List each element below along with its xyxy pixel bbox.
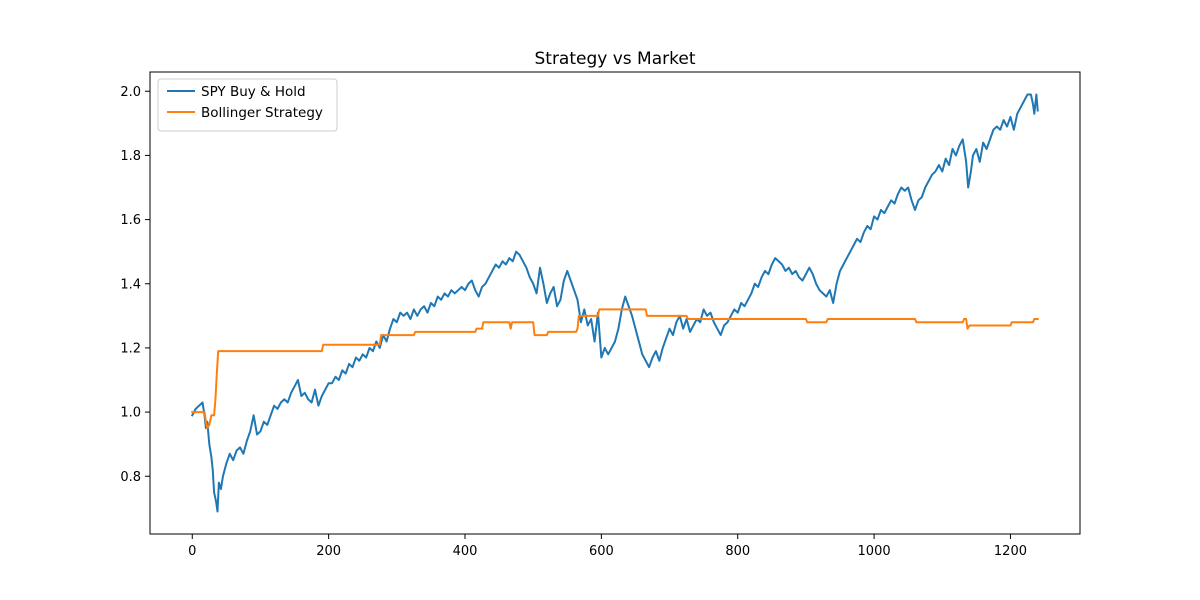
x-tick-label: 400 bbox=[453, 544, 478, 559]
legend: SPY Buy & Hold Bollinger Strategy bbox=[157, 78, 338, 132]
x-tick-label: 600 bbox=[589, 544, 614, 559]
x-tick-label: 200 bbox=[316, 544, 341, 559]
y-tick-label: 1.6 bbox=[120, 213, 141, 228]
x-tick-label: 1200 bbox=[994, 544, 1027, 559]
y-tick-label: 1.4 bbox=[120, 277, 141, 292]
axes-layer: 0 200 400 600 800 1000 1200 0.8 1.0 1.2 1.4 1.6 1.8 2… bbox=[120, 71, 1081, 559]
x-tick-label: 800 bbox=[725, 544, 750, 559]
y-tick-label: 0.8 bbox=[120, 470, 141, 485]
series-line-bollinger-strategy bbox=[191, 308, 1039, 430]
y-tick-label: 2.0 bbox=[120, 85, 141, 100]
chart-title: Strategy vs Market bbox=[534, 49, 695, 69]
legend-box bbox=[157, 78, 338, 132]
x-tick-label: 1000 bbox=[858, 544, 891, 559]
axes-frame bbox=[149, 71, 1081, 535]
series-layer bbox=[190, 93, 1039, 513]
y-tick-label: 1.0 bbox=[120, 406, 141, 421]
legend-label: Bollinger Strategy bbox=[201, 105, 323, 121]
legend-label: SPY Buy & Hold bbox=[201, 84, 306, 100]
y-tick-label: 1.8 bbox=[120, 149, 141, 164]
series-line-spy-buy-hold bbox=[190, 93, 1039, 513]
x-tick-label: 0 bbox=[188, 544, 196, 559]
y-tick-label: 1.2 bbox=[120, 341, 141, 356]
